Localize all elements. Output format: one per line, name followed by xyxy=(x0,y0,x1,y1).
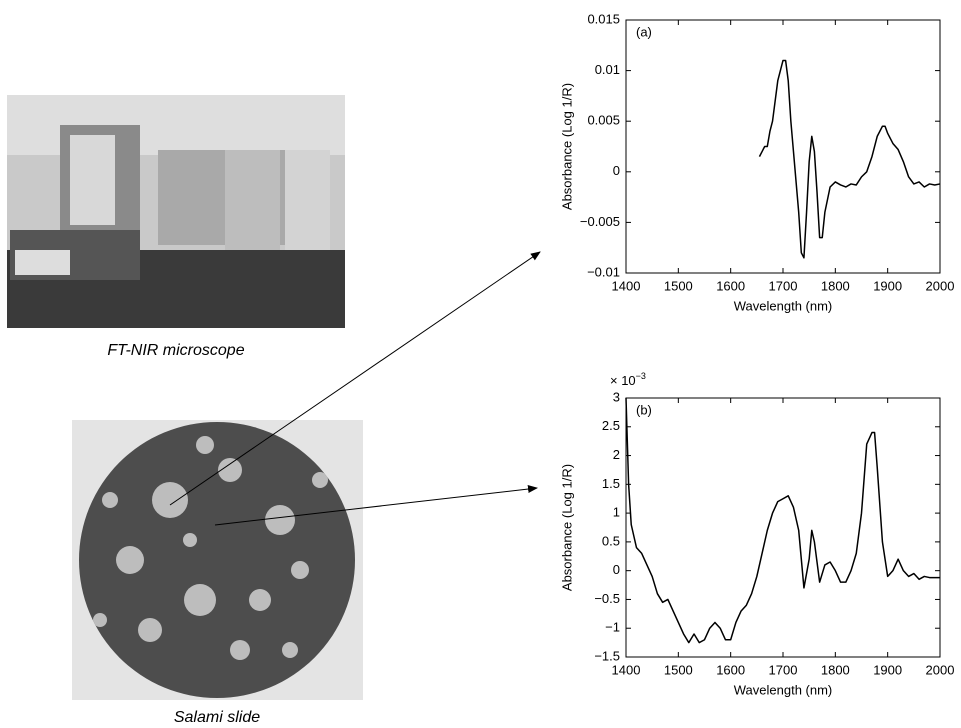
y-tick-label: 3 xyxy=(613,389,620,404)
x-tick-label: 1900 xyxy=(873,662,902,677)
scale-base: × 10 xyxy=(610,373,636,388)
x-tick-label: 1700 xyxy=(769,662,798,677)
x-tick-label: 1600 xyxy=(716,278,745,293)
y-tick-label: 1.5 xyxy=(602,476,620,491)
y-tick-label: 0.01 xyxy=(595,62,620,77)
plot-frame xyxy=(625,397,941,658)
arrow xyxy=(214,485,538,526)
scale-exponent: −3 xyxy=(636,371,646,381)
x-tick-label: 1500 xyxy=(664,278,693,293)
x-tick-label: 1800 xyxy=(821,278,850,293)
x-tick-label: 2000 xyxy=(926,278,955,293)
x-axis-label: Wavelength (nm) xyxy=(734,298,833,313)
x-tick-label: 1800 xyxy=(821,662,850,677)
y-tick-label: 0.005 xyxy=(587,113,620,128)
spectrum-line xyxy=(758,59,941,259)
microscope-photo xyxy=(7,95,345,328)
scale-label: × 10−3 xyxy=(610,371,646,388)
x-tick-label: 1900 xyxy=(873,278,902,293)
y-tick-label: −0.005 xyxy=(580,214,620,229)
spectrum-line xyxy=(625,397,940,644)
x-tick-label: 2000 xyxy=(926,662,955,677)
y-tick-label: −1.5 xyxy=(594,648,620,663)
y-tick-label: 0 xyxy=(613,562,620,577)
x-tick-label: 1600 xyxy=(716,662,745,677)
y-tick-label: 2 xyxy=(613,447,620,462)
photo-caption: FT-NIR microscope xyxy=(107,342,244,359)
y-axis-label: Absorbance (Log 1/R) xyxy=(559,83,574,210)
y-tick-label: 0 xyxy=(613,163,620,178)
x-tick-label: 1400 xyxy=(612,278,641,293)
y-tick-label: 1 xyxy=(613,505,620,520)
x-tick-label: 1500 xyxy=(664,662,693,677)
panel-label: (a) xyxy=(636,24,652,39)
y-tick-label: 0.015 xyxy=(587,11,620,26)
y-tick-label: 0.5 xyxy=(602,533,620,548)
salami-photo xyxy=(72,420,363,700)
y-tick-label: −1 xyxy=(605,620,620,635)
plot-frame xyxy=(625,19,941,274)
photo-caption: Salami slide xyxy=(174,709,260,726)
y-tick-label: 2.5 xyxy=(602,418,620,433)
y-tick-label: −0.5 xyxy=(594,591,620,606)
y-axis-label: Absorbance (Log 1/R) xyxy=(559,464,574,591)
arrow xyxy=(169,251,541,506)
x-tick-label: 1700 xyxy=(769,278,798,293)
x-tick-label: 1400 xyxy=(612,662,641,677)
y-tick-label: −0.01 xyxy=(587,264,620,279)
panel-label: (b) xyxy=(636,402,652,417)
x-axis-label: Wavelength (nm) xyxy=(734,682,833,697)
